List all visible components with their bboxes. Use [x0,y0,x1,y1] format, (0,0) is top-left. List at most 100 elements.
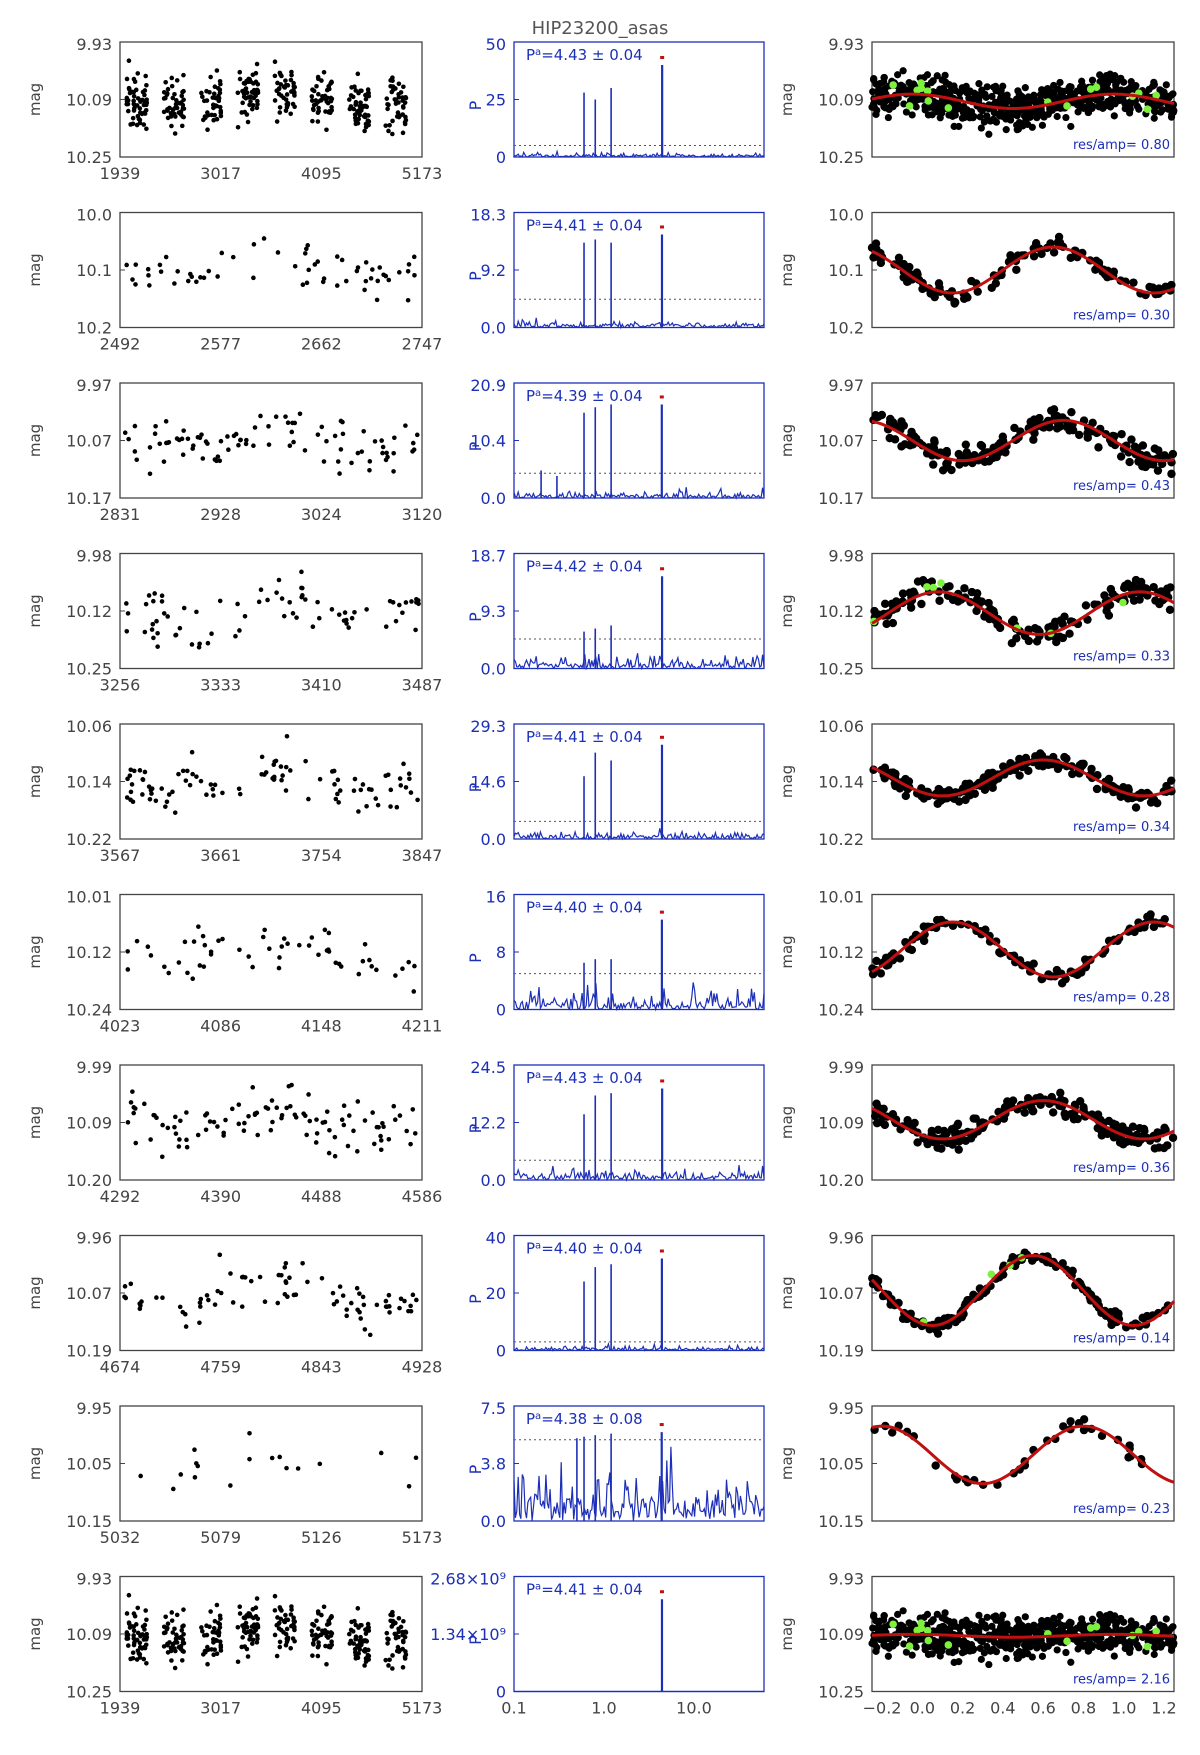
data-point [1001,448,1010,457]
outlier-point [1143,1642,1152,1651]
data-point [953,597,963,606]
data-point [315,1653,321,1659]
outlier-point [923,1626,932,1635]
data-point [206,1297,211,1303]
data-point [150,621,156,627]
y-tick-label: 10.25 [818,660,864,679]
data-point [135,1630,141,1636]
data-point [908,111,916,119]
data-point [876,1617,884,1625]
data-point [971,1627,980,1635]
data-point [274,1105,280,1111]
data-point [296,942,302,948]
data-point [356,1644,361,1649]
data-point [913,270,922,279]
data-point [272,59,278,65]
data-point [1087,764,1096,774]
data-point [1150,1144,1160,1153]
data-point [262,927,267,933]
data-point [991,279,1001,288]
data-point [285,1617,291,1623]
data-point [386,1637,391,1642]
data-point [277,70,283,76]
data-point [125,776,130,782]
data-point [250,1085,256,1090]
data-point [1091,265,1100,274]
data-point [134,938,140,944]
data-point [247,1430,252,1436]
data-point [380,444,386,450]
data-point [349,460,354,466]
data-point [324,1633,329,1639]
data-point [185,278,191,284]
data-point [1116,452,1126,461]
data-point [973,287,982,296]
data-point [260,934,266,940]
y-tick-label: 7.5 [481,1399,506,1418]
data-point [392,97,398,102]
data-point [281,1630,286,1635]
data-point [125,1632,131,1638]
data-point [344,621,349,626]
data-point [1030,429,1039,438]
data-point [251,95,257,101]
data-point [872,956,881,966]
periodogram-line [513,1341,765,1352]
data-point [143,1608,148,1613]
data-point [133,282,138,287]
data-point [131,89,137,95]
data-point [1067,122,1075,131]
data-point [1169,1641,1178,1649]
data-point [1150,107,1159,115]
data-point [1075,430,1084,440]
data-point [303,758,308,764]
data-point [334,1299,340,1304]
data-point [1112,85,1120,93]
period-text: Pa=4.41 ± 0.04 [526,728,643,746]
data-point [220,936,225,942]
data-point [157,262,163,268]
data-point [250,964,255,970]
data-point [275,250,281,255]
data-point [412,1131,418,1136]
data-point [390,118,395,124]
data-point [932,1638,940,1646]
data-point [245,119,251,125]
data-point [367,459,373,464]
data-point [329,96,335,102]
period-superscript: a [535,1240,541,1251]
data-point [996,438,1005,448]
data-point [892,1639,900,1647]
data-point [997,89,1005,97]
data-point [145,266,151,272]
y-tick-label: 10.12 [66,602,112,621]
data-point [387,122,392,128]
data-point [937,1144,946,1153]
data-point [1057,979,1067,988]
outlier-point [889,1620,897,1629]
y-tick-label: 10.12 [818,602,864,621]
data-point [130,1650,136,1655]
data-point [165,107,170,112]
data-point [372,439,378,444]
data-point [403,94,408,100]
y-axis-label: mag [26,765,44,798]
y-tick-label: 10.1 [76,261,112,280]
data-point [378,1450,384,1456]
data-point [376,1124,381,1130]
data-point [146,593,152,598]
data-point [319,424,325,430]
data-point [147,445,153,450]
data-point [975,80,983,88]
data-point [362,113,368,119]
period-superscript: a [535,47,541,58]
data-point [383,1657,389,1663]
outlier-point [1119,598,1127,607]
data-point [870,75,878,83]
data-point [405,268,411,274]
data-point [126,85,132,91]
data-point [276,1626,282,1631]
data-point [137,106,143,111]
data-point [329,1631,335,1636]
